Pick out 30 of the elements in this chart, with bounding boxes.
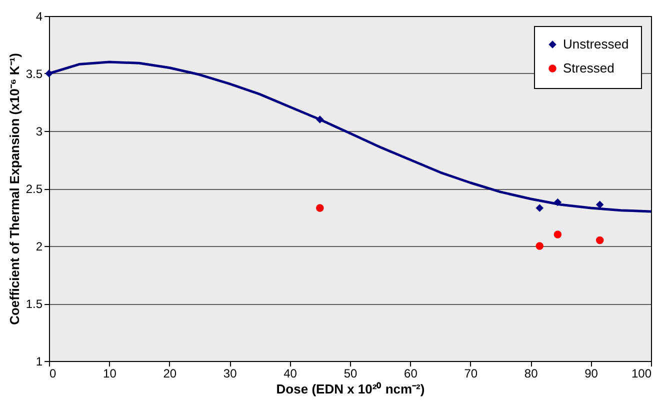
y-tick-label: 3.5 <box>26 67 43 81</box>
x-axis-title: Dose (EDN x 10²⁰ ncm⁻²) <box>276 382 425 396</box>
x-tick-label: 10 <box>103 366 117 380</box>
x-tick-label: 0 <box>50 366 56 380</box>
y-tick-label: 4 <box>36 10 43 24</box>
y-tick-label: 2 <box>36 240 43 254</box>
point <box>536 242 544 250</box>
x-tick-label: 30 <box>223 366 238 380</box>
y-axis-title: Coefficient of Thermal Expansion (x10⁻⁶ K⁻¹) <box>6 53 22 325</box>
point <box>554 230 562 238</box>
legend-label: Unstressed <box>563 36 629 52</box>
legend-label: Stressed <box>563 60 614 76</box>
x-tick-label: 60 <box>404 366 418 380</box>
point <box>596 236 604 244</box>
x-tick-label: 40 <box>284 366 298 380</box>
x-tick-label: 90 <box>584 366 598 380</box>
point <box>316 116 324 124</box>
point <box>596 200 604 208</box>
y-tick-label: 1 <box>36 354 43 368</box>
x-tick-label: 80 <box>524 366 538 380</box>
y-tick-label: 2.5 <box>26 182 43 196</box>
x-tick-label: 50 <box>344 366 358 380</box>
point <box>316 204 324 212</box>
x-tick-label: 100 <box>631 366 652 380</box>
x-tick-label: 70 <box>464 366 478 380</box>
point <box>554 198 562 206</box>
y-tick-label: 3 <box>36 124 43 138</box>
y-tick-label: 1.5 <box>26 297 43 311</box>
x-tick-label: 20 <box>163 366 177 380</box>
point <box>536 204 544 212</box>
